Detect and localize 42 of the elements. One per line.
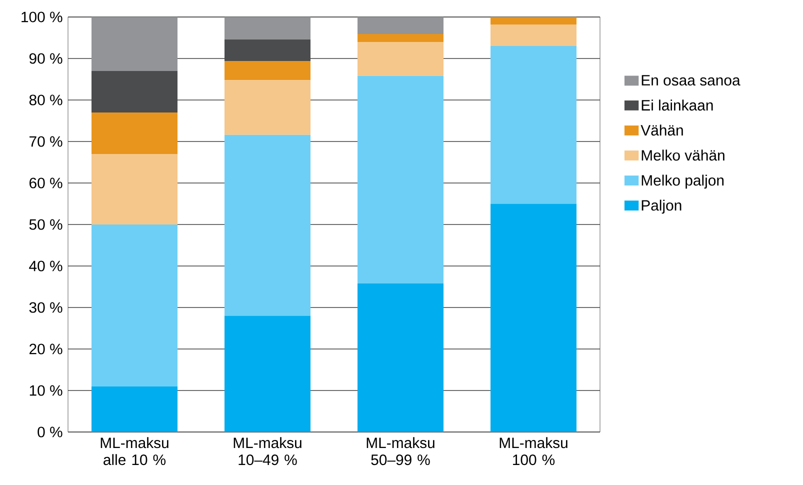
bar: [490, 16, 577, 24]
y-tick-label: 20 %: [30, 344, 62, 354]
x-tick-label: ML-maksu alle 10 %: [100, 437, 168, 466]
x-tick-label: ML-maksu 10–49 %: [234, 437, 302, 466]
y-tick-label: 10 %: [30, 385, 62, 396]
bar: [224, 60, 311, 80]
y-tick-label: 50 %: [29, 219, 62, 230]
bar: [224, 39, 311, 61]
bar: [224, 316, 311, 432]
legend-label: Vähän: [640, 124, 683, 136]
bar: [358, 283, 444, 432]
y-tick-label: 0 %: [38, 426, 62, 438]
bar: [224, 134, 311, 316]
bar: [490, 46, 577, 204]
bar: [358, 16, 444, 34]
y-tick-label: 70 %: [30, 136, 62, 147]
legend-label: En osaa sanoa: [642, 75, 740, 86]
bar: [490, 24, 577, 46]
bar: [224, 80, 311, 135]
y-tick-label: 90 %: [29, 53, 62, 64]
legend-label: Melko vähän: [642, 150, 724, 161]
bar: [92, 16, 178, 71]
bar: [490, 204, 577, 432]
y-tick-label: 80 %: [29, 94, 62, 106]
bar: [92, 112, 178, 154]
bar: [358, 76, 444, 284]
y-tick-label: 30 %: [29, 302, 62, 313]
y-tick-label: 40 %: [29, 260, 62, 272]
bar: [92, 154, 178, 224]
y-tick-label: 100 %: [22, 12, 62, 22]
bar: [92, 224, 178, 386]
bar: [358, 34, 444, 42]
y-tick-label: 60 %: [30, 178, 62, 188]
x-tick-label: ML-maksu 50–99 %: [366, 437, 434, 466]
bar: [92, 386, 178, 432]
legend-label: Melko paljon: [642, 174, 724, 189]
x-tick-label: ML-maksu 100 %: [500, 437, 568, 466]
bar: [358, 42, 444, 76]
legend-label: Paljon: [642, 200, 682, 214]
legend-label: Ei lainkaan: [642, 100, 713, 111]
bar: [92, 70, 178, 112]
bar: [224, 16, 311, 40]
